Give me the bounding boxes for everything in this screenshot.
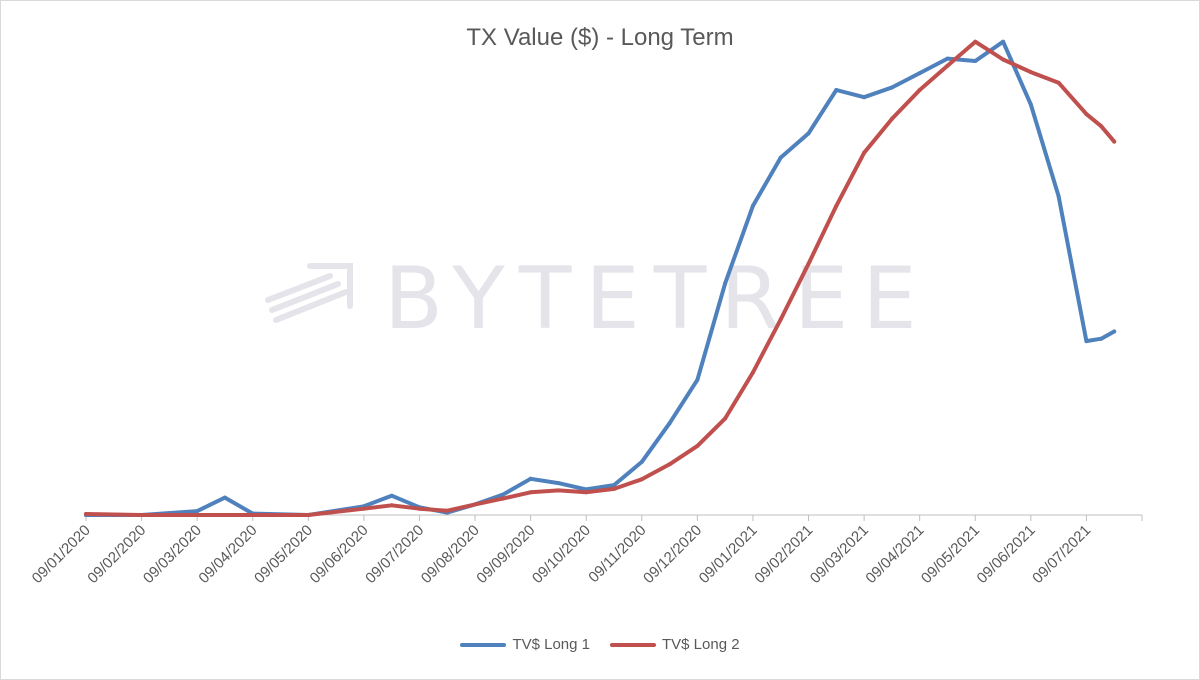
data-point (250, 513, 255, 517)
data-point (528, 490, 533, 495)
x-tick-label: 09/01/2021 (696, 522, 761, 587)
x-tick-label: 09/09/2020 (473, 522, 538, 587)
data-point (1099, 124, 1104, 129)
data-point (473, 502, 478, 507)
x-tick-label: 09/05/2021 (918, 522, 983, 587)
x-tick-label: 09/07/2021 (1029, 522, 1094, 587)
legend-item-series-1: TV$ Long 1 (460, 636, 590, 653)
data-point (639, 477, 644, 482)
data-point (862, 95, 867, 100)
data-point (1056, 80, 1061, 85)
legend-swatch-series-1 (460, 642, 507, 647)
x-tick-label: 09/02/2020 (84, 522, 149, 587)
data-point (695, 443, 700, 448)
data-point (1028, 70, 1033, 75)
data-point (195, 513, 200, 517)
data-point (1028, 102, 1033, 107)
x-tick-label: 09/03/2021 (807, 522, 872, 587)
data-point (973, 59, 978, 63)
data-point (639, 459, 644, 464)
data-point (834, 203, 839, 208)
data-point (612, 483, 616, 488)
legend-label-series-2: TV$ Long 2 (662, 636, 740, 653)
data-point (806, 261, 811, 266)
data-point (389, 493, 394, 498)
data-point (917, 71, 922, 76)
data-point (778, 155, 783, 160)
data-point (806, 131, 811, 136)
data-point (945, 63, 950, 68)
data-point (417, 506, 422, 511)
x-tick-label: 09/07/2020 (362, 522, 427, 587)
series-line-2 (84, 39, 1117, 517)
x-tick-label: 09/08/2020 (418, 522, 483, 587)
data-point (389, 503, 394, 508)
legend-label-series-1: TV$ Long 1 (512, 636, 590, 653)
data-point (889, 85, 894, 90)
x-tick-label: 09/04/2021 (862, 522, 927, 587)
data-point (889, 116, 894, 121)
data-point (723, 416, 728, 421)
data-point (945, 56, 950, 61)
legend-item-series-2: TV$ Long 2 (610, 636, 740, 653)
data-point (195, 509, 200, 514)
data-point (973, 39, 978, 44)
data-point (500, 496, 505, 501)
x-tick-label: 09/06/2021 (974, 522, 1039, 587)
chart-title: TX Value ($) - Long Term (466, 24, 734, 51)
data-point (1001, 39, 1006, 44)
data-point (445, 508, 450, 513)
bytetree-watermark: BYTETREE (265, 249, 931, 349)
data-point (1112, 139, 1117, 144)
data-point (556, 488, 561, 493)
x-tick-label: 09/01/2020 (29, 522, 94, 587)
data-point (695, 377, 700, 382)
bytetree-logo-icon (265, 263, 353, 323)
x-tick-label: 09/04/2020 (195, 522, 260, 587)
data-point (1099, 336, 1104, 341)
data-point (306, 513, 311, 517)
x-axis: 09/01/202009/02/202009/03/202009/04/2020… (29, 514, 1143, 587)
data-point (556, 481, 561, 486)
x-tick-label: 09/06/2020 (307, 522, 372, 587)
data-point (84, 512, 88, 516)
data-point (778, 317, 783, 322)
data-point (667, 421, 672, 426)
x-tick-label: 09/03/2020 (140, 522, 205, 587)
data-point (528, 476, 533, 481)
x-tick-label: 09/10/2020 (529, 522, 594, 587)
watermark-text: BYTETREE (384, 249, 931, 349)
legend: TV$ Long 1 TV$ Long 2 (0, 636, 1200, 653)
data-point (917, 88, 922, 92)
x-tick-label: 09/02/2021 (751, 522, 816, 587)
data-point (1112, 329, 1117, 334)
data-point (834, 88, 839, 92)
series-2 (84, 39, 1117, 517)
data-point (361, 506, 366, 511)
data-point (1056, 194, 1061, 199)
x-tick-label: 09/11/2020 (585, 522, 649, 586)
data-point (222, 495, 227, 500)
data-point (862, 150, 867, 155)
legend-swatch-series-2 (610, 642, 656, 647)
data-point (723, 281, 728, 286)
data-point (139, 513, 144, 517)
data-point (1001, 57, 1006, 62)
data-point (612, 486, 616, 491)
series-layer (84, 39, 1117, 517)
data-point (1084, 339, 1089, 344)
data-point (667, 462, 672, 467)
x-tick-label: 09/05/2020 (251, 522, 316, 587)
data-point (750, 370, 755, 375)
data-point (584, 490, 589, 495)
data-point (750, 203, 755, 208)
data-point (500, 492, 505, 497)
x-tick-label: 09/12/2020 (640, 522, 705, 587)
data-point (1084, 112, 1089, 117)
